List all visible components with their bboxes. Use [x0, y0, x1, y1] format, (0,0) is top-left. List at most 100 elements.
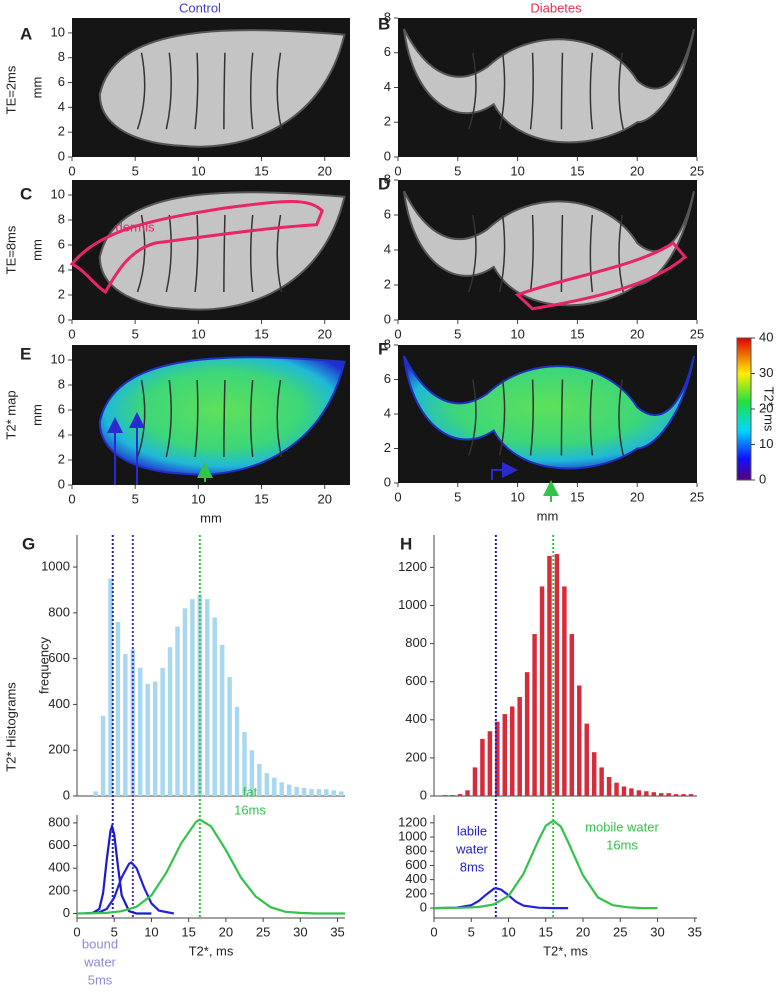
- row-label: T2* Histograms: [3, 682, 18, 772]
- y-tick-label: 600: [405, 857, 427, 872]
- x-tick-label: 5: [454, 489, 461, 504]
- arrows: [107, 412, 559, 502]
- septum: [165, 214, 172, 293]
- histogram-bar: [257, 763, 262, 796]
- x-tick-label: 0: [68, 163, 75, 178]
- y-tick-label: 6: [58, 236, 65, 251]
- x-tick-label: 0: [68, 326, 75, 341]
- annotation: fat: [243, 784, 258, 799]
- x-tick-label: 20: [219, 924, 233, 939]
- septum: [498, 214, 506, 293]
- histogram-bar: [279, 782, 284, 796]
- x-tick-label: 35: [688, 924, 702, 939]
- histogram-bar: [442, 795, 448, 796]
- septum: [589, 52, 594, 130]
- y-tick-label: 8: [384, 336, 391, 351]
- y-tick-label: 0: [63, 905, 70, 920]
- histogram-bar: [532, 634, 537, 796]
- histogram-bar: [309, 789, 314, 796]
- x-axis-title: T2*, ms: [543, 943, 588, 958]
- x-tick-label: 15: [570, 163, 584, 178]
- septum: [223, 52, 226, 130]
- column-title: Diabetes: [530, 0, 582, 15]
- histogram-bar: [175, 626, 180, 796]
- y-tick-label: 2: [58, 451, 65, 466]
- septum: [165, 379, 172, 458]
- panel-letter: D: [378, 174, 390, 193]
- histogram-bar: [182, 608, 188, 796]
- x-tick-label: 10: [191, 163, 205, 178]
- histogram-bar: [339, 791, 344, 796]
- histogram-bar: [629, 788, 634, 796]
- annotation: labile: [457, 823, 487, 838]
- histogram-bar: [301, 787, 307, 796]
- histogram-bar: [569, 634, 575, 796]
- x-tick-label: 35: [330, 924, 344, 939]
- x-tick-label: 10: [191, 326, 205, 341]
- septum: [276, 52, 283, 130]
- histogram-bar: [294, 786, 299, 796]
- x-tick-label: 10: [144, 924, 158, 939]
- x-tick-label: 5: [132, 491, 139, 506]
- x-tick-label: 25: [256, 924, 270, 939]
- septum: [618, 214, 624, 293]
- histogram-bar: [138, 667, 143, 796]
- dermis-outline: [514, 241, 688, 311]
- y-tick-label: 4: [384, 79, 391, 94]
- y-tick-label: 6: [384, 44, 391, 59]
- histogram-bar: [524, 672, 530, 796]
- y-tick-label: 400: [48, 696, 70, 711]
- histogram-bar: [599, 767, 604, 796]
- y-tick-label: 10: [51, 24, 65, 39]
- x-tick-label: 0: [394, 163, 401, 178]
- septum: [468, 52, 477, 130]
- y-tick-label: 2: [384, 276, 391, 291]
- histogram-bar: [249, 750, 255, 796]
- y-tick-label: 6: [384, 206, 391, 221]
- y-tick-label: 2: [384, 114, 391, 129]
- x-tick-label: 15: [181, 924, 195, 939]
- histogram-bar: [584, 723, 589, 796]
- y-tick-label: 600: [48, 650, 70, 665]
- y-tick-label: 0: [58, 476, 65, 491]
- y-tick-label: 8: [58, 376, 65, 391]
- x-tick-label: 0: [394, 489, 401, 504]
- y-tick-label: 400: [405, 711, 427, 726]
- histogram-bar: [272, 777, 277, 796]
- y-tick-label: 1000: [398, 828, 427, 843]
- septum: [529, 52, 534, 130]
- y-tick-label: 6: [58, 74, 65, 89]
- x-tick-label: 5: [111, 924, 118, 939]
- x-tick-label: 10: [510, 163, 524, 178]
- x-tick-label: 20: [630, 326, 644, 341]
- histogram-bar: [100, 715, 106, 796]
- septum: [249, 379, 254, 458]
- histogram-bar: [242, 731, 247, 796]
- histogram-bar: [190, 599, 195, 796]
- y-tick-label: 1200: [398, 559, 427, 574]
- x-tick-label: 15: [570, 489, 584, 504]
- histogram-bar: [651, 792, 657, 796]
- histogram-bar: [502, 714, 508, 796]
- x-tick-label: 20: [317, 326, 331, 341]
- annotation: mobile water: [585, 819, 659, 834]
- y-axis-title: frequency: [36, 636, 51, 694]
- y-tick-label: 4: [384, 241, 391, 256]
- septum: [618, 52, 624, 130]
- histogram-bar: [115, 622, 121, 796]
- y-tick-label: 0: [420, 787, 427, 802]
- annotation: 16ms: [234, 802, 266, 817]
- x-tick-label: 10: [501, 924, 515, 939]
- histogram-bar: [108, 578, 113, 796]
- panel-letter: H: [400, 534, 412, 553]
- septum: [194, 379, 199, 458]
- septum: [529, 214, 534, 293]
- septum: [136, 52, 146, 130]
- histogram-bar: [123, 654, 128, 796]
- x-tick-label: 15: [254, 163, 268, 178]
- histogram-bar: [517, 696, 522, 796]
- x-tick-label: 10: [191, 491, 205, 506]
- y-axis-title: mm: [29, 239, 44, 261]
